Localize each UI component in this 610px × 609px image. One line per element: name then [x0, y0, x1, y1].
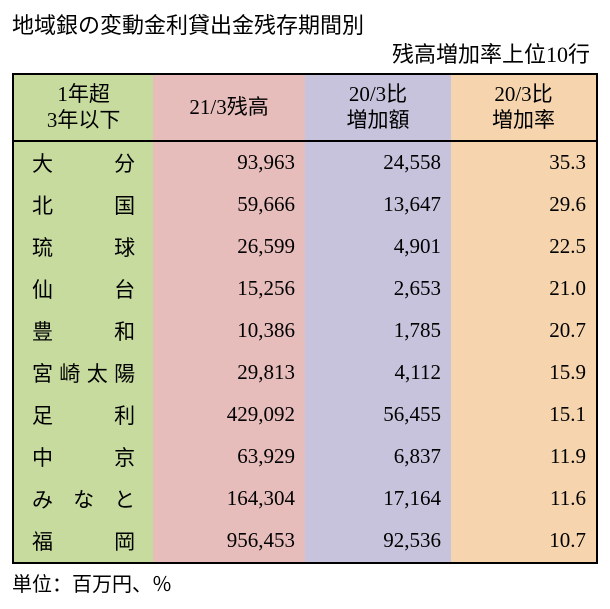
rate-cell: 11.9 — [451, 436, 597, 478]
rate-cell: 35.3 — [451, 141, 597, 184]
table-row: 足利429,09256,45515.1 — [13, 394, 597, 436]
column-header: 1年超3年以下 — [13, 74, 153, 141]
balance-cell: 93,963 — [153, 141, 305, 184]
rate-cell: 22.5 — [451, 226, 597, 268]
balance-cell: 956,453 — [153, 520, 305, 563]
table-row: 大分93,96324,55835.3 — [13, 141, 597, 184]
title-line-1: 地域銀の変動金利貸出金残存期間別 — [12, 12, 598, 41]
column-header: 20/3比増加率 — [451, 74, 597, 141]
bank-name-cell: 足利 — [13, 394, 153, 436]
table-row: 仙台15,2562,65321.0 — [13, 268, 597, 310]
table-row: 琉球26,5994,90122.5 — [13, 226, 597, 268]
table-body: 大分93,96324,55835.3北国59,66613,64729.6琉球26… — [13, 141, 597, 563]
increase-cell: 24,558 — [305, 141, 451, 184]
rate-cell: 15.9 — [451, 352, 597, 394]
bank-name-cell: 北国 — [13, 184, 153, 226]
column-header: 20/3比増加額 — [305, 74, 451, 141]
title-line-2: 残高増加率上位10行 — [12, 41, 598, 70]
balance-cell: 29,813 — [153, 352, 305, 394]
rate-cell: 15.1 — [451, 394, 597, 436]
table-row: 北国59,66613,64729.6 — [13, 184, 597, 226]
increase-cell: 4,901 — [305, 226, 451, 268]
rate-cell: 10.7 — [451, 520, 597, 563]
bank-name-cell: 中京 — [13, 436, 153, 478]
balance-cell: 164,304 — [153, 478, 305, 520]
column-header: 21/3残高 — [153, 74, 305, 141]
balance-cell: 15,256 — [153, 268, 305, 310]
table-row: みなと164,30417,16411.6 — [13, 478, 597, 520]
bank-name-cell: みなと — [13, 478, 153, 520]
increase-cell: 17,164 — [305, 478, 451, 520]
data-table: 1年超3年以下21/3残高20/3比増加額20/3比増加率 大分93,96324… — [12, 73, 598, 564]
bank-name-cell: 豊和 — [13, 310, 153, 352]
bank-name-cell: 琉球 — [13, 226, 153, 268]
increase-cell: 4,112 — [305, 352, 451, 394]
table-row: 中京63,9296,83711.9 — [13, 436, 597, 478]
bank-name-cell: 宮崎太陽 — [13, 352, 153, 394]
increase-cell: 13,647 — [305, 184, 451, 226]
increase-cell: 2,653 — [305, 268, 451, 310]
page-title: 地域銀の変動金利貸出金残存期間別 残高増加率上位10行 — [12, 12, 598, 69]
table-row: 福岡956,45392,53610.7 — [13, 520, 597, 563]
unit-footnote: 単位：百万円、％ — [12, 568, 598, 597]
balance-cell: 10,386 — [153, 310, 305, 352]
balance-cell: 59,666 — [153, 184, 305, 226]
increase-cell: 1,785 — [305, 310, 451, 352]
table-header: 1年超3年以下21/3残高20/3比増加額20/3比増加率 — [13, 74, 597, 141]
table-row: 豊和10,3861,78520.7 — [13, 310, 597, 352]
rate-cell: 29.6 — [451, 184, 597, 226]
rate-cell: 20.7 — [451, 310, 597, 352]
bank-name-cell: 福岡 — [13, 520, 153, 563]
table-row: 宮崎太陽29,8134,11215.9 — [13, 352, 597, 394]
balance-cell: 63,929 — [153, 436, 305, 478]
bank-name-cell: 仙台 — [13, 268, 153, 310]
rate-cell: 11.6 — [451, 478, 597, 520]
rate-cell: 21.0 — [451, 268, 597, 310]
increase-cell: 56,455 — [305, 394, 451, 436]
increase-cell: 92,536 — [305, 520, 451, 563]
bank-name-cell: 大分 — [13, 141, 153, 184]
balance-cell: 26,599 — [153, 226, 305, 268]
increase-cell: 6,837 — [305, 436, 451, 478]
balance-cell: 429,092 — [153, 394, 305, 436]
